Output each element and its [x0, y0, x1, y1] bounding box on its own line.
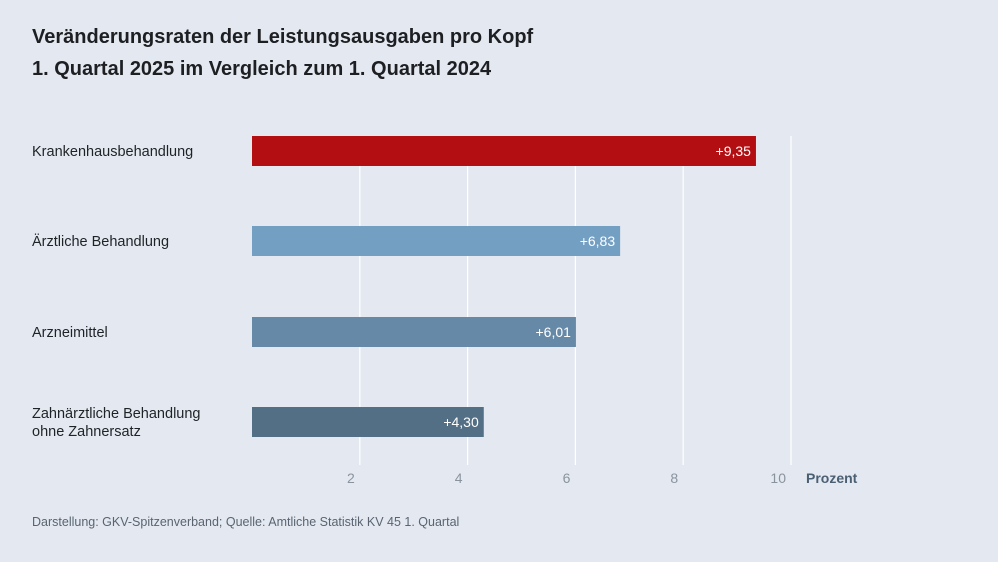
bar-value-label-2: +6,83	[580, 233, 616, 249]
x-axis-label: Prozent	[806, 470, 858, 486]
x-tick-label-4: 4	[455, 470, 463, 486]
bar-value-label-3: +6,01	[536, 324, 572, 340]
bar-3	[252, 317, 576, 347]
bar-4	[252, 407, 484, 437]
category-label-3: Arzneimittel	[32, 325, 108, 341]
x-tick-label-10: 10	[770, 470, 786, 486]
bar-value-label-4: +4,30	[443, 414, 479, 430]
category-label-4: Zahnärztliche Behandlung ohne Zahnersatz	[32, 406, 200, 440]
bar-1	[252, 136, 756, 166]
bar-value-label-1: +9,35	[716, 143, 752, 159]
category-label-1: Krankenhausbehandlung	[32, 144, 193, 160]
x-tick-label-2: 2	[347, 470, 355, 486]
chart-subtitle: 1. Quartal 2025 im Vergleich zum 1. Quar…	[32, 58, 492, 80]
x-tick-label-8: 8	[670, 470, 678, 486]
source-note: Darstellung: GKV-Spitzenverband; Quelle:…	[32, 515, 460, 529]
chart-title: Veränderungsraten der Leistungsausgaben …	[32, 26, 534, 48]
category-label-2: Ärztliche Behandlung	[32, 233, 169, 250]
bar-2	[252, 226, 621, 256]
x-tick-label-6: 6	[563, 470, 571, 486]
